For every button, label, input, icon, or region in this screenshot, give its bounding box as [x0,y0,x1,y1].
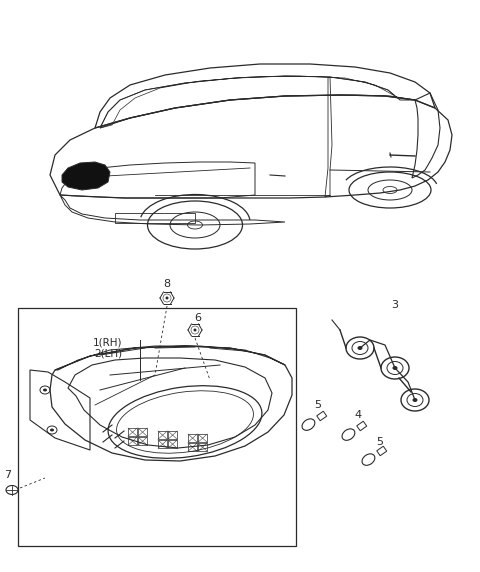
Ellipse shape [193,328,196,332]
Bar [317,411,327,421]
Bar [128,437,137,445]
Text: 5: 5 [314,400,322,410]
Bar [128,428,137,436]
Bar [138,437,147,445]
Ellipse shape [43,388,47,391]
Text: 4: 4 [354,410,361,420]
Bar [168,440,177,448]
Ellipse shape [166,296,168,300]
Text: 6: 6 [194,313,202,323]
Bar [198,443,207,451]
Text: 7: 7 [4,470,12,480]
Text: 1(RH)
2(LH): 1(RH) 2(LH) [93,337,123,359]
Ellipse shape [358,346,362,350]
Bar [168,431,177,439]
Bar [357,421,367,431]
Bar [198,434,207,442]
Bar [188,434,197,442]
Bar [188,443,197,451]
Bar [158,440,167,448]
Text: 5: 5 [376,437,384,447]
Ellipse shape [50,428,54,431]
Ellipse shape [412,398,418,402]
Text: 8: 8 [163,279,170,289]
Text: 3: 3 [392,300,398,310]
Polygon shape [62,162,110,190]
Bar [115,213,195,223]
Ellipse shape [393,366,397,370]
Bar [138,428,147,436]
Bar [158,431,167,439]
Bar [377,446,387,456]
Bar [18,308,296,546]
